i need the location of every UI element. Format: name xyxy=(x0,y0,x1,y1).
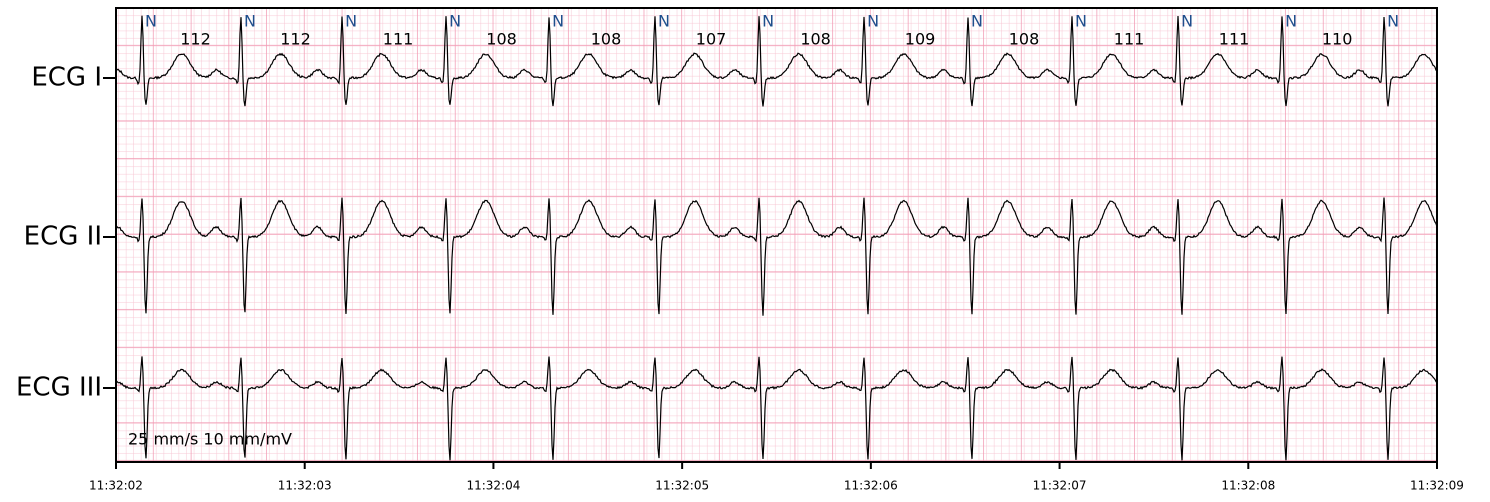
beat-label: N xyxy=(1387,12,1399,31)
beat-label: N xyxy=(1075,12,1087,31)
ecg-paper xyxy=(116,8,1437,462)
lead-label: ECG III xyxy=(16,373,102,403)
beat-label: N xyxy=(971,12,983,31)
lead-label: ECG I xyxy=(31,63,102,93)
heart-rate: 112 xyxy=(280,30,311,49)
beat-label: N xyxy=(1181,12,1193,31)
beat-label: N xyxy=(762,12,774,31)
heart-rate: 108 xyxy=(800,30,831,49)
plot-frame xyxy=(115,7,1438,463)
heart-rate: 108 xyxy=(591,30,622,49)
ecg-trace xyxy=(115,356,1438,461)
heart-rate: 111 xyxy=(1219,30,1250,49)
heart-rate: 107 xyxy=(696,30,727,49)
annotation: 25 mm/s 10 mm/mV xyxy=(128,430,292,449)
heart-rate: 108 xyxy=(486,30,517,49)
heart-rate: 111 xyxy=(383,30,414,49)
x-tick-label: 11:32:09 xyxy=(1410,479,1464,493)
beat-label: N xyxy=(345,12,357,31)
ecg-trace xyxy=(116,15,1438,107)
ecg-trace xyxy=(115,197,1438,316)
x-tick-label: 11:32:06 xyxy=(844,479,898,493)
heart-rate: 108 xyxy=(1009,30,1040,49)
heart-rate: 109 xyxy=(905,30,936,49)
beat-label: N xyxy=(1285,12,1297,31)
beat-label: N xyxy=(449,12,461,31)
heart-rate: 110 xyxy=(1322,30,1353,49)
lead-label: ECG II xyxy=(24,222,102,252)
beat-label: N xyxy=(244,12,256,31)
x-tick-label: 11:32:08 xyxy=(1221,479,1275,493)
x-tick-label: 11:32:04 xyxy=(466,479,520,493)
x-tick-label: 11:32:03 xyxy=(278,479,332,493)
heart-rate: 112 xyxy=(180,30,211,49)
beat-label: N xyxy=(552,12,564,31)
x-tick-label: 11:32:07 xyxy=(1033,479,1087,493)
beat-label: N xyxy=(145,12,157,31)
beat-label: N xyxy=(867,12,879,31)
x-tick-label: 11:32:02 xyxy=(89,479,143,493)
x-tick-label: 11:32:05 xyxy=(655,479,709,493)
beat-label: N xyxy=(658,12,670,31)
heart-rate: 111 xyxy=(1114,30,1145,49)
